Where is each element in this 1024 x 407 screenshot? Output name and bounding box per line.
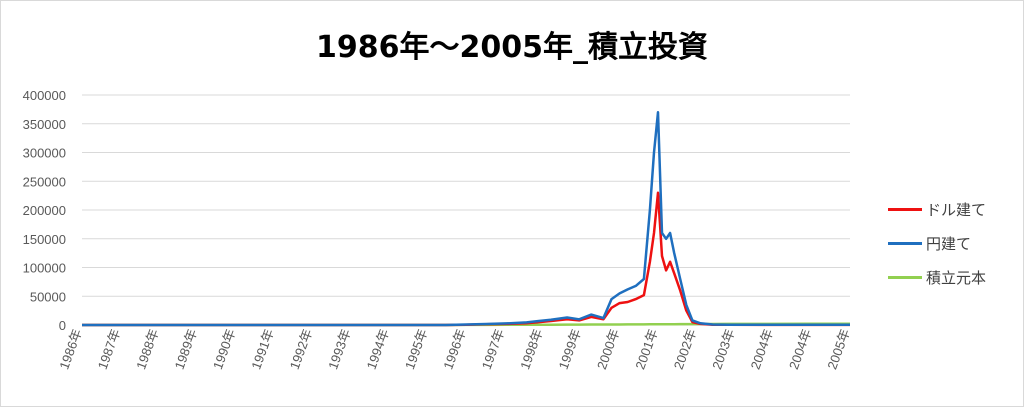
y-tick-label: 350000 <box>23 117 66 132</box>
series-line-1 <box>82 111 850 327</box>
x-tick-label: 2001年 <box>632 327 660 372</box>
x-tick-label: 2000年 <box>594 327 622 372</box>
x-axis-ticks: 1986年 1987年 1988年 1989年 1990年 1991年 1992年 1993年… <box>56 327 852 372</box>
legend-item-dollar: ドル建て <box>888 192 1018 226</box>
legend-item-yen: 円建て <box>888 226 1018 260</box>
x-tick-label: 2003年 <box>709 327 737 372</box>
y-tick-label: 150000 <box>23 232 66 247</box>
x-tick-label: 1998年 <box>517 327 545 372</box>
x-tick-label: 1997年 <box>479 327 507 372</box>
x-tick-label: 2004年 <box>748 327 776 372</box>
x-tick-label: 2005年 <box>824 327 852 372</box>
x-tick-label: 1987年 <box>95 327 123 372</box>
x-tick-label: 1994年 <box>364 327 392 372</box>
x-tick-label: 1999年 <box>556 327 584 372</box>
grid-lines <box>82 94 850 326</box>
series-line-0 <box>82 191 850 327</box>
legend-swatch <box>888 275 922 279</box>
legend: ドル建て 円建て 積立元本 <box>888 192 1018 294</box>
x-tick-label: 1992年 <box>287 327 315 372</box>
y-axis-ticks: 0 50000 100000 150000 200000 250000 300000 3500… <box>23 88 66 333</box>
series-lines <box>82 111 851 327</box>
y-tick-label: 100000 <box>23 261 66 276</box>
chart-title: 1986年～2005年_積立投資 <box>316 30 708 65</box>
x-tick-label: 1995年 <box>402 327 430 372</box>
legend-label: 円建て <box>926 234 972 253</box>
x-tick-label: 1989年 <box>172 327 200 372</box>
legend-item-principal: 積立元本 <box>888 260 1018 294</box>
x-tick-label: 1991年 <box>248 327 276 372</box>
y-tick-label: 400000 <box>23 88 66 103</box>
y-tick-label: 50000 <box>30 289 66 304</box>
y-tick-label: 300000 <box>23 146 66 161</box>
x-tick-label: 1988年 <box>133 327 161 372</box>
x-tick-label: 1986年 <box>56 327 84 372</box>
legend-swatch <box>888 207 922 211</box>
x-tick-label: 2004年 <box>786 327 814 372</box>
y-tick-label: 200000 <box>23 203 66 218</box>
x-tick-label: 2002年 <box>671 327 699 372</box>
x-tick-label: 1993年 <box>325 327 353 372</box>
legend-label: 積立元本 <box>926 268 987 287</box>
legend-label: ドル建て <box>926 200 987 219</box>
y-tick-label: 250000 <box>23 174 66 189</box>
x-tick-label: 1996年 <box>440 327 468 372</box>
legend-swatch <box>888 241 922 245</box>
y-tick-label: 0 <box>59 318 66 333</box>
x-tick-label: 1990年 <box>210 327 238 372</box>
